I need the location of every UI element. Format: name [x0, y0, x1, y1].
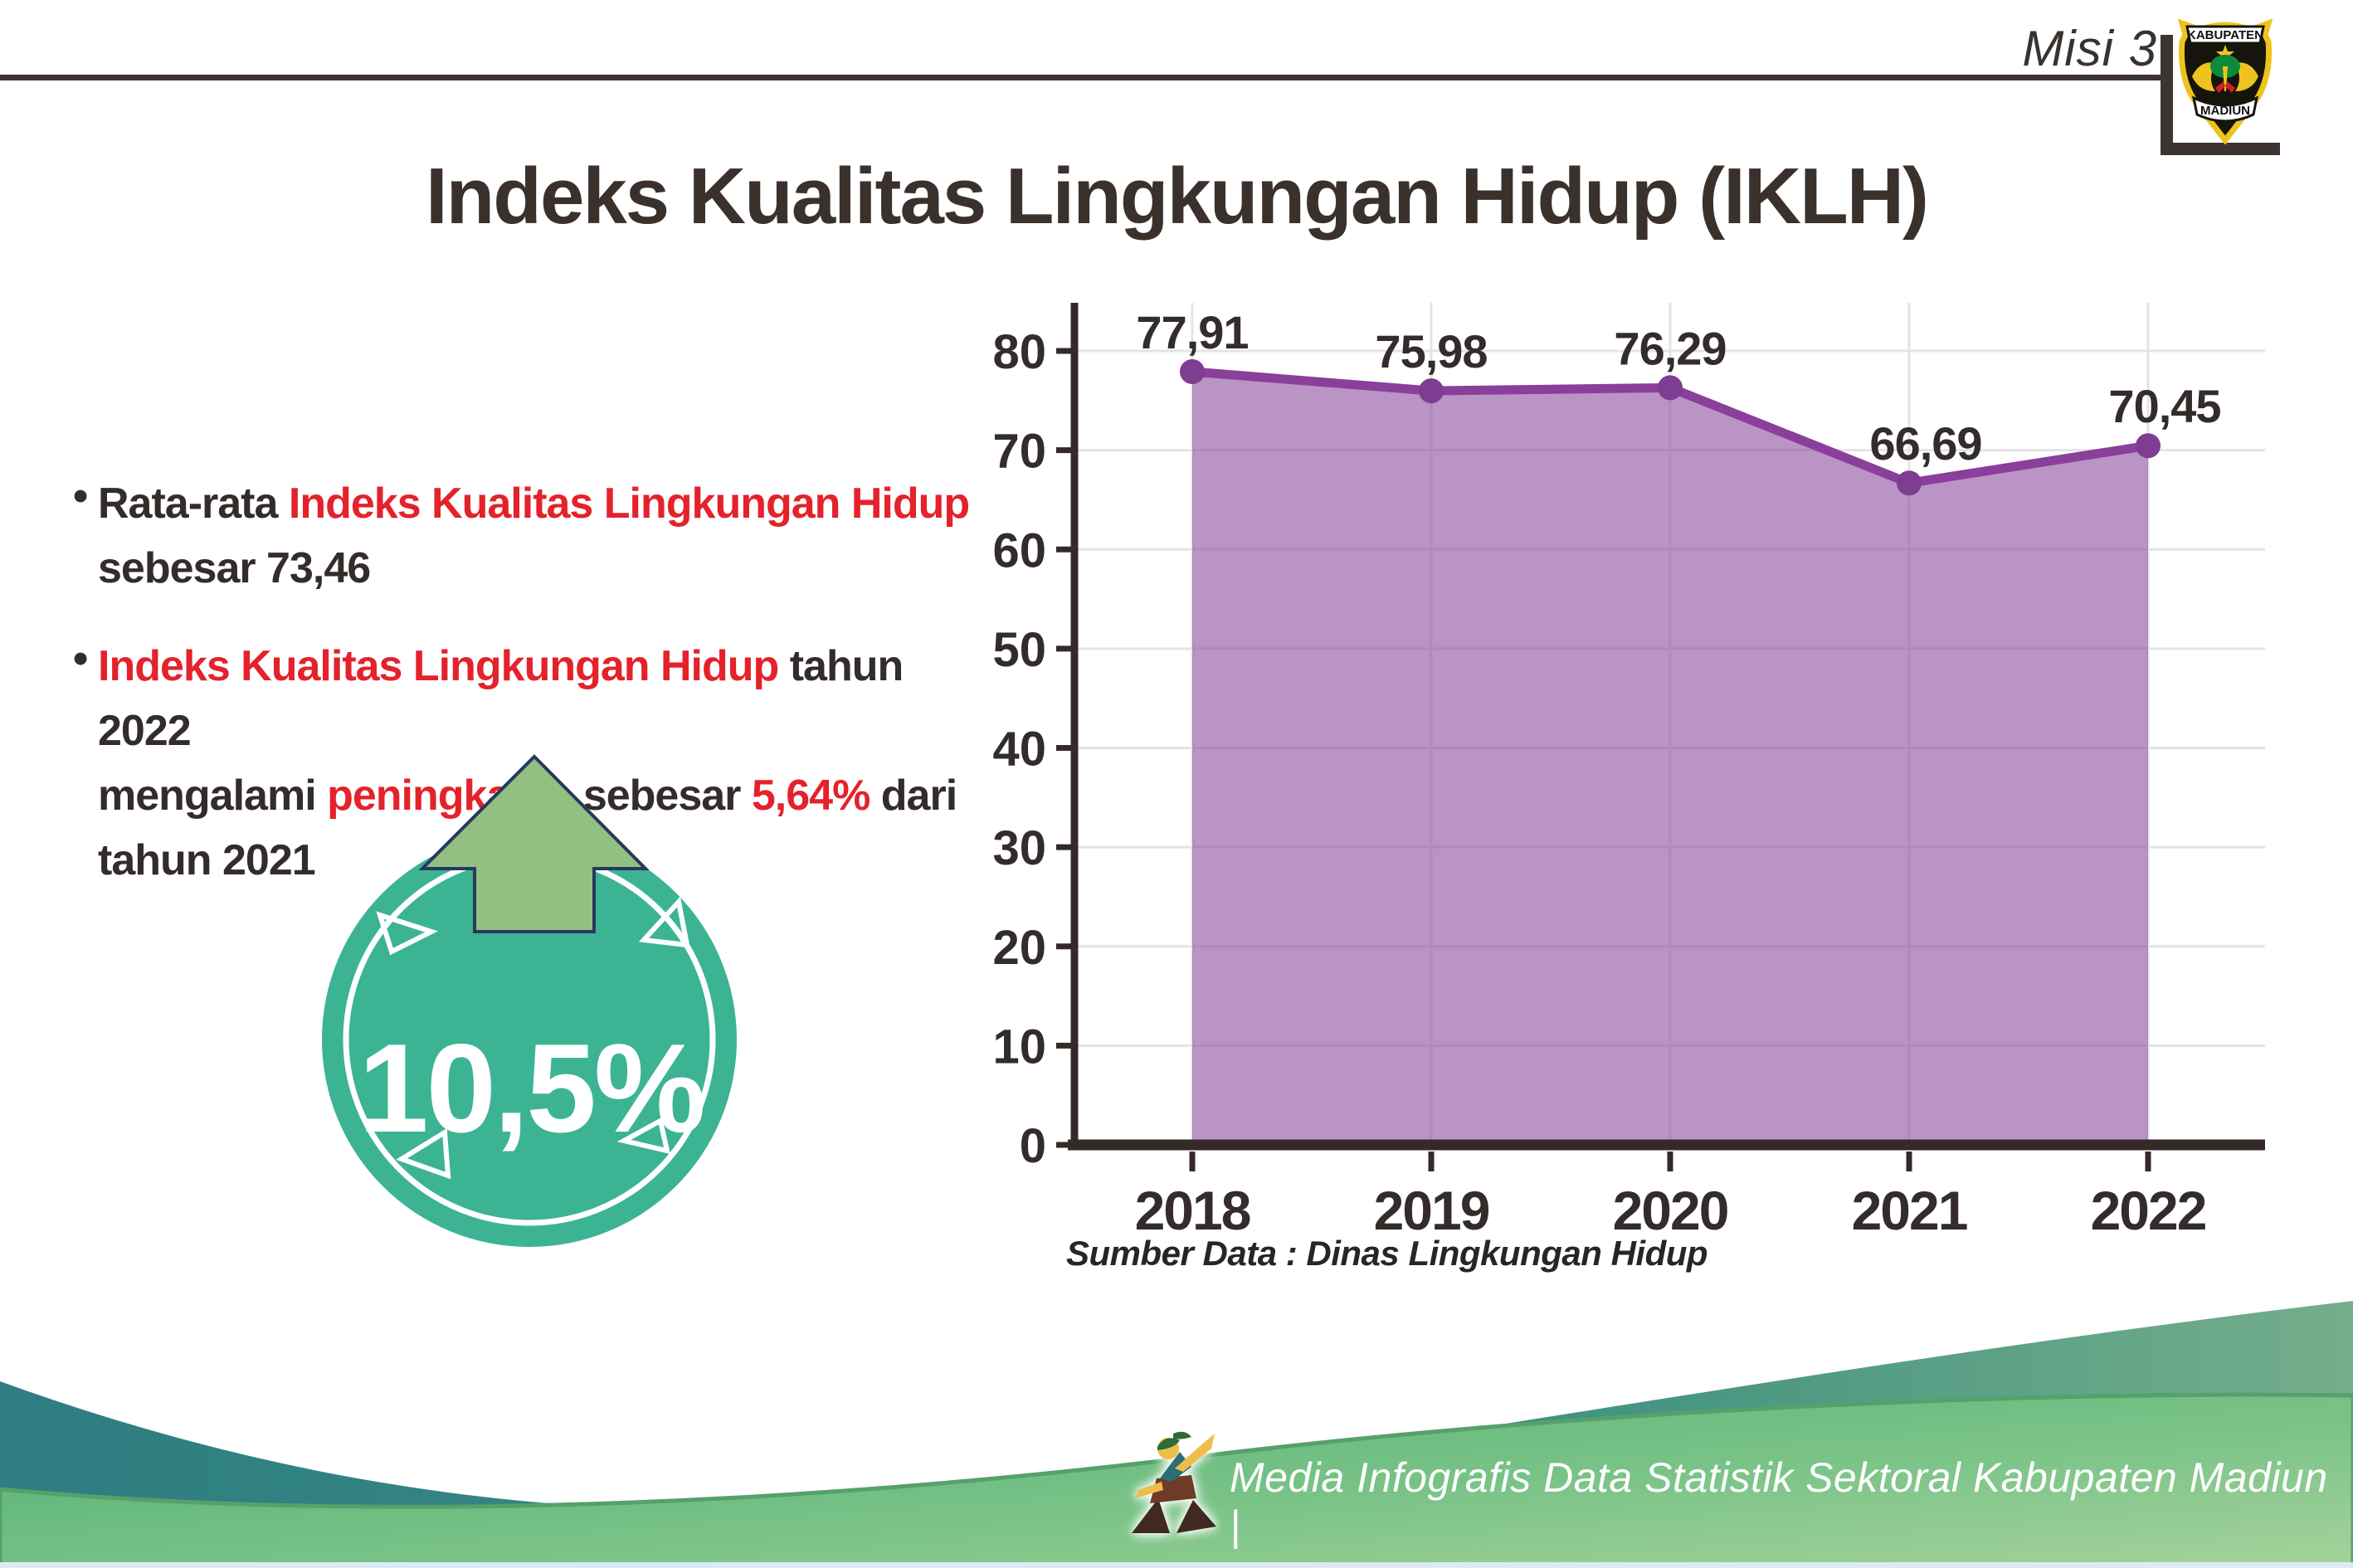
footer-caption: Media Infografis Data Statistik Sektoral…: [1230, 1454, 2328, 1549]
dancer-mascot-icon: [1132, 1431, 1216, 1533]
y-tick-label: 70: [992, 425, 1046, 479]
badge-sparkle-triangles: [376, 896, 690, 1180]
bullet-text-segment: sebesar: [572, 772, 752, 820]
value-label-2022: 70,45: [2108, 380, 2220, 432]
y-tick-label: 30: [992, 821, 1046, 875]
data-point-2018: [1180, 359, 1205, 385]
x-tick-label: 2019: [1374, 1180, 1489, 1241]
bullet-item-2: Indeks Kualitas Lingkungan Hidup tahun 2…: [73, 634, 997, 893]
increase-percentage-value: 10,5%: [358, 1018, 706, 1159]
y-tick-label: 0: [1020, 1119, 1046, 1173]
bullet-text-segment: tahun 2022: [98, 642, 904, 755]
data-point-2022: [2136, 433, 2161, 459]
data-point-2020: [1658, 375, 1683, 401]
bullet-text-segment: mengalami: [98, 772, 328, 820]
bullet-text-segment: dari: [870, 772, 957, 820]
data-point-2021: [1897, 470, 1922, 496]
increase-badge: 10,5%: [315, 743, 747, 1261]
value-label-2018: 77,91: [1136, 306, 1248, 358]
logo-text-top: KABUPATEN: [2187, 28, 2263, 42]
bullet-text-segment: Indeks Kualitas Lingkungan Hidup: [288, 480, 970, 528]
up-arrow-icon: [418, 754, 650, 933]
logo-wing-right: [2235, 62, 2258, 91]
x-tick-label: 2022: [2091, 1180, 2206, 1241]
bullet-text-segment: tahun 2021: [98, 836, 316, 884]
kabupaten-madiun-logo-icon: KABUPATEN MADIUN: [2177, 18, 2273, 144]
bullet-text-segment: Rata-rata: [98, 480, 289, 528]
logo-wing-left: [2192, 62, 2215, 91]
logo-bracket-horizontal: [2161, 143, 2280, 155]
data-source-caption: Sumber Data : Dinas Lingkungan Hidup: [1066, 1234, 1708, 1273]
logo-banner-top: [2185, 25, 2265, 45]
page-title: Indeks Kualitas Lingkungan Hidup (IKLH): [425, 152, 1929, 241]
logo-banner-bottom: [2191, 95, 2259, 123]
misi-label: Misi 3: [2022, 21, 2157, 76]
y-tick-label: 80: [992, 325, 1046, 379]
y-tick-label: 50: [992, 623, 1046, 677]
y-tick-label: 20: [992, 921, 1046, 975]
y-tick-label: 60: [992, 523, 1046, 577]
data-point-2019: [1419, 378, 1444, 404]
value-label-2021: 66,69: [1869, 417, 1981, 470]
bullet-item-1: Rata-rata Indeks Kualitas Lingkungan Hid…: [73, 471, 997, 601]
summary-bullets: Rata-rata Indeks Kualitas Lingkungan Hid…: [73, 471, 997, 926]
bullet-text-segment: 5,64%: [751, 772, 870, 820]
y-tick-label: 40: [992, 723, 1046, 777]
value-label-2019: 75,98: [1375, 325, 1487, 377]
logo-text-bottom: MADIUN: [2200, 104, 2250, 118]
value-label-2020: 76,29: [1614, 322, 1726, 374]
bullet-text-segment: sebesar 73,46: [98, 544, 371, 592]
logo-red-accent-right: [2225, 81, 2235, 93]
x-tick-label: 2020: [1613, 1180, 1728, 1241]
x-tick-label: 2018: [1135, 1180, 1250, 1241]
iklh-area-chart: 0 10 20 30 40 50 60 70 80 2018 2019 2020 2021 2022 77,…: [992, 303, 2265, 1241]
bullet-text-segment: Indeks Kualitas Lingkungan Hidup: [98, 642, 779, 690]
top-divider-line: [0, 75, 2165, 80]
logo-bracket-vertical: [2161, 35, 2173, 155]
x-tick-label: 2021: [1852, 1180, 1967, 1241]
bottom-edge-strip: [0, 1562, 2353, 1568]
logo-red-accent-left: [2215, 81, 2225, 93]
area-fill: [1192, 372, 2148, 1146]
increase-badge-graphic: [322, 754, 737, 1247]
y-tick-label: 10: [992, 1020, 1046, 1074]
